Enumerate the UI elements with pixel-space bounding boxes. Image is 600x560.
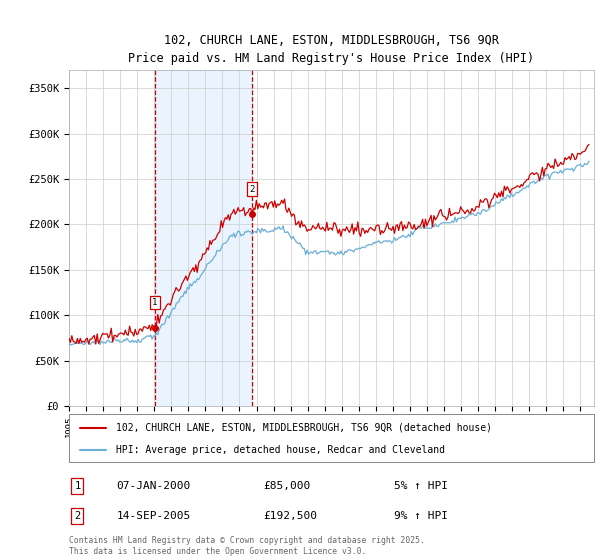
Text: Contains HM Land Registry data © Crown copyright and database right 2025.
This d: Contains HM Land Registry data © Crown c… xyxy=(69,536,425,556)
Title: 102, CHURCH LANE, ESTON, MIDDLESBROUGH, TS6 9QR
Price paid vs. HM Land Registry': 102, CHURCH LANE, ESTON, MIDDLESBROUGH, … xyxy=(128,34,535,64)
Text: 5% ↑ HPI: 5% ↑ HPI xyxy=(395,481,449,491)
Bar xyxy=(155,70,251,406)
Text: 102, CHURCH LANE, ESTON, MIDDLESBROUGH, TS6 9QR (detached house): 102, CHURCH LANE, ESTON, MIDDLESBROUGH, … xyxy=(116,423,492,433)
Text: 2: 2 xyxy=(74,511,80,521)
Text: 07-JAN-2000: 07-JAN-2000 xyxy=(116,481,191,491)
Text: HPI: Average price, detached house, Redcar and Cleveland: HPI: Average price, detached house, Redc… xyxy=(116,445,445,455)
Text: 9% ↑ HPI: 9% ↑ HPI xyxy=(395,511,449,521)
Text: 2: 2 xyxy=(249,185,254,194)
Text: 1: 1 xyxy=(74,481,80,491)
Text: £85,000: £85,000 xyxy=(263,481,311,491)
Text: £192,500: £192,500 xyxy=(263,511,317,521)
Text: 1: 1 xyxy=(152,298,157,307)
Text: 14-SEP-2005: 14-SEP-2005 xyxy=(116,511,191,521)
